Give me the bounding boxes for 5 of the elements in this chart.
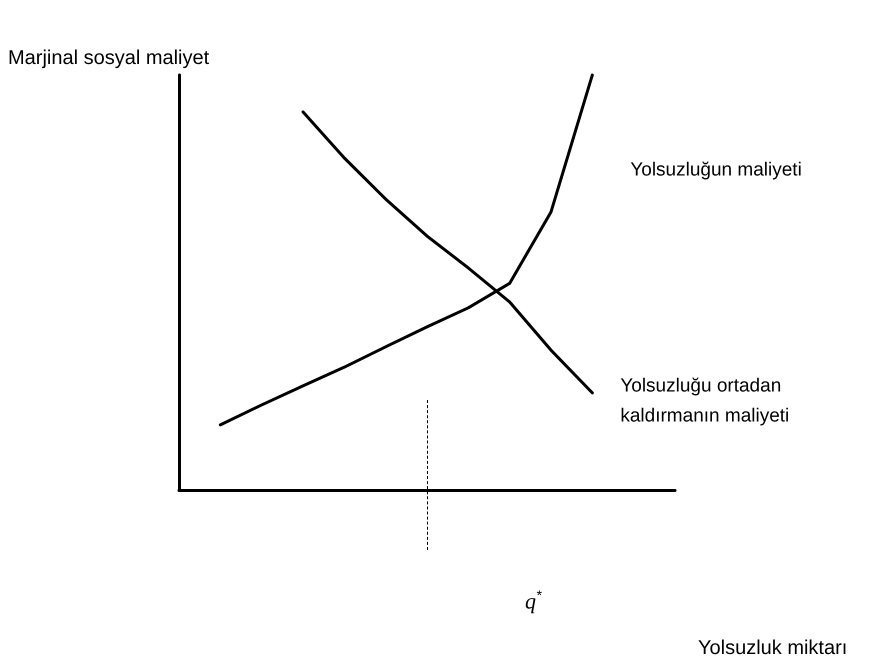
series-label: Yolsuzluğu ortadan kaldırmanın maliyeti <box>620 375 790 426</box>
text: Yolsuzluğun maliyeti <box>630 160 802 180</box>
text: q* <box>525 587 542 614</box>
text: Yolsuzluk miktarı <box>698 637 848 659</box>
y-axis-title: Marjinal sosyal maliyet <box>8 47 210 69</box>
